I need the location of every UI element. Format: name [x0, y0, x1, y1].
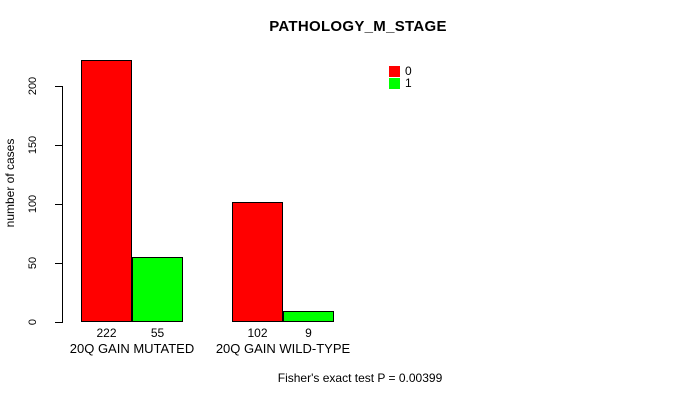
y-tick-label: 0: [27, 318, 39, 326]
y-tick-label: 100: [27, 194, 39, 214]
bar-value-label: 9: [305, 326, 312, 340]
y-tick-label: 50: [27, 256, 39, 270]
y-axis-line: [62, 86, 63, 323]
category-label: 20Q GAIN WILD-TYPE: [215, 341, 351, 356]
y-tick-mark: [55, 322, 62, 323]
y-tick-mark: [55, 145, 62, 146]
legend-label: 1: [405, 76, 412, 90]
legend-label: 0: [405, 64, 412, 78]
y-axis-label: number of cases: [3, 138, 17, 228]
bar-1: [132, 257, 183, 322]
y-tick-mark: [55, 86, 62, 87]
category-label: 20Q GAIN MUTATED: [69, 341, 195, 356]
fisher-test-annotation: Fisher's exact test P = 0.00399: [277, 371, 443, 385]
y-tick-label: 150: [27, 135, 39, 155]
bar-value-label: 102: [247, 326, 268, 340]
legend-swatch: [389, 65, 400, 77]
bar-1: [283, 311, 334, 322]
y-tick-mark: [55, 263, 62, 264]
bar-0: [232, 201, 283, 322]
legend-swatch: [389, 77, 400, 89]
legend-row: 0: [389, 65, 412, 77]
y-tick-mark: [55, 204, 62, 205]
chart-title: PATHOLOGY_M_STAGE: [269, 18, 447, 35]
legend-row: 1: [389, 77, 412, 89]
y-tick-label: 200: [27, 76, 39, 96]
bar-value-label: 222: [96, 326, 117, 340]
bar-0: [81, 60, 132, 322]
bar-value-label: 55: [150, 326, 165, 340]
